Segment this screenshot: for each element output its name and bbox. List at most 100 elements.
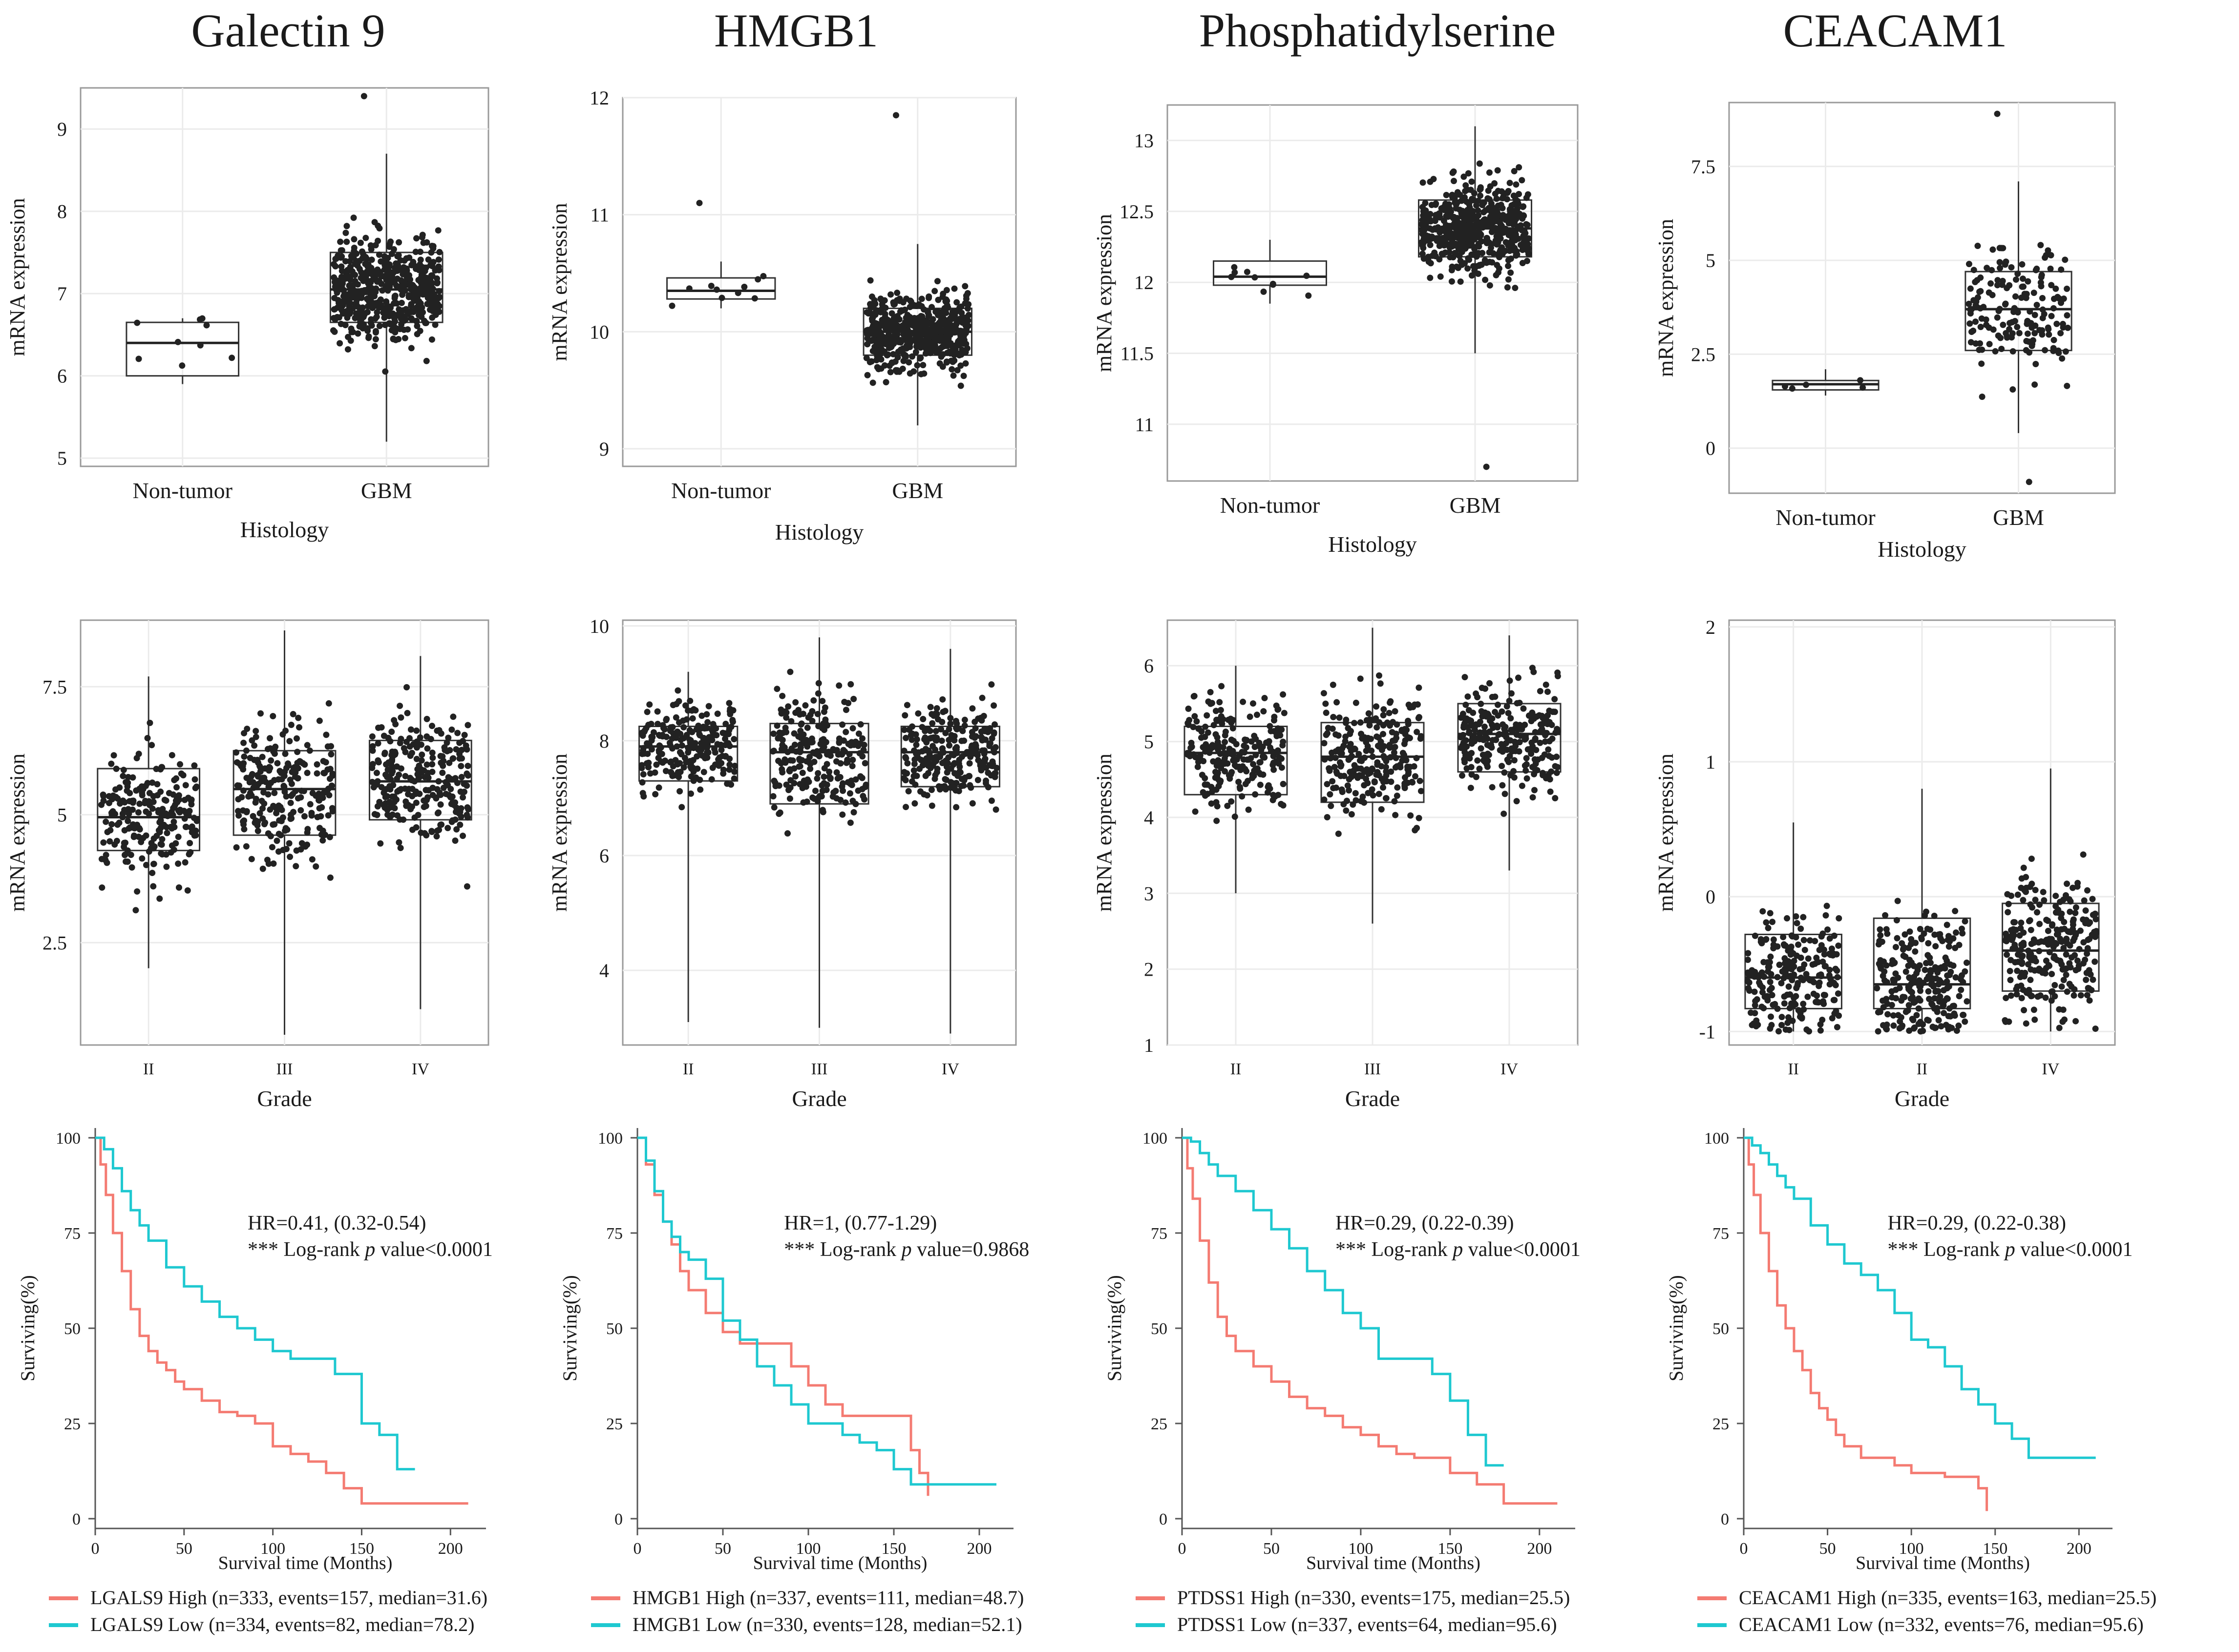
data-point [649,734,656,741]
data-point [406,735,413,742]
data-point [335,297,341,304]
data-point [1823,902,1830,909]
data-point [1916,962,1923,969]
data-point [1511,757,1518,764]
data-point [1890,1012,1897,1019]
data-point [644,751,651,757]
data-point [862,784,869,791]
data-point [788,745,795,752]
data-point [1480,209,1487,216]
data-point [913,302,920,309]
data-point [2031,330,2038,336]
data-point [903,734,909,741]
data-point [403,684,410,690]
data-point [1503,703,1510,710]
data-point [1378,806,1385,813]
data-point [951,357,958,364]
y-tick-label: 1 [1144,1034,1154,1056]
data-point [1967,285,1974,292]
data-point [371,219,378,226]
data-point [367,319,374,326]
data-point [890,301,897,308]
data-point [888,341,895,348]
data-point [972,733,979,740]
data-point [1962,1018,1968,1025]
data-point [1352,797,1359,804]
data-point [946,742,952,749]
data-point [348,329,355,335]
data-point [956,768,963,775]
data-point [1200,744,1206,751]
data-point [1329,725,1336,732]
data-point [907,318,913,325]
data-point [100,839,107,846]
data-point [974,776,981,783]
data-point [337,238,344,245]
data-point [1917,925,1923,932]
data-point [278,807,285,814]
data-point [993,806,999,813]
data-point [904,312,911,318]
data-point [1532,766,1539,773]
data-point [1820,1001,1827,1007]
data-point [429,761,436,768]
y-axis-label: mRNA expression [548,203,571,361]
data-point [323,732,330,738]
data-point [964,290,971,296]
x-axis-label: Histology [1328,532,1416,557]
data-point [1212,708,1219,714]
data-point [2063,951,2070,958]
legend-label: LGALS9 Low (n=334, events=82, median=78.… [90,1613,474,1635]
data-point [1321,796,1328,803]
data-point [1326,765,1332,772]
data-point [920,716,927,723]
data-point [1553,770,1560,776]
data-point [1419,251,1426,257]
data-point [2041,897,2048,904]
data-point [448,726,455,733]
data-point [1941,1010,1947,1017]
data-point [437,821,444,828]
data-point [1514,700,1521,707]
data-point [692,707,699,714]
data-point [293,847,300,854]
data-point [969,745,976,752]
data-point [426,306,433,313]
data-point [952,745,959,752]
data-point [352,272,359,278]
data-point [143,808,149,815]
data-point [1210,758,1217,765]
data-point [233,749,240,756]
data-point [675,687,681,694]
data-point [1759,989,1766,996]
data-point [1473,774,1479,780]
data-point [1224,802,1231,809]
data-point [2003,995,2009,1002]
data-point [1330,713,1337,720]
data-point [99,884,106,891]
data-point [1884,930,1891,937]
data-point [1514,209,1521,215]
data-point [1554,764,1561,771]
data-point [1185,705,1192,712]
y-tick-label: 4 [1144,807,1154,829]
data-point [927,350,934,356]
data-point [241,730,248,736]
data-point [1800,1001,1807,1007]
data-point [284,826,291,833]
data-point [240,807,247,814]
data-point [950,752,957,758]
data-point [2014,324,2021,331]
data-point [685,707,692,714]
data-point [945,324,952,331]
data-point [464,770,470,777]
data-point [939,759,946,766]
data-point [2064,312,2070,319]
data-point [1897,1025,1903,1031]
data-point [1883,1021,1890,1028]
data-point [947,720,954,727]
data-point [1752,1002,1758,1009]
data-point [716,754,723,761]
y-tick-label: 8 [599,730,609,752]
